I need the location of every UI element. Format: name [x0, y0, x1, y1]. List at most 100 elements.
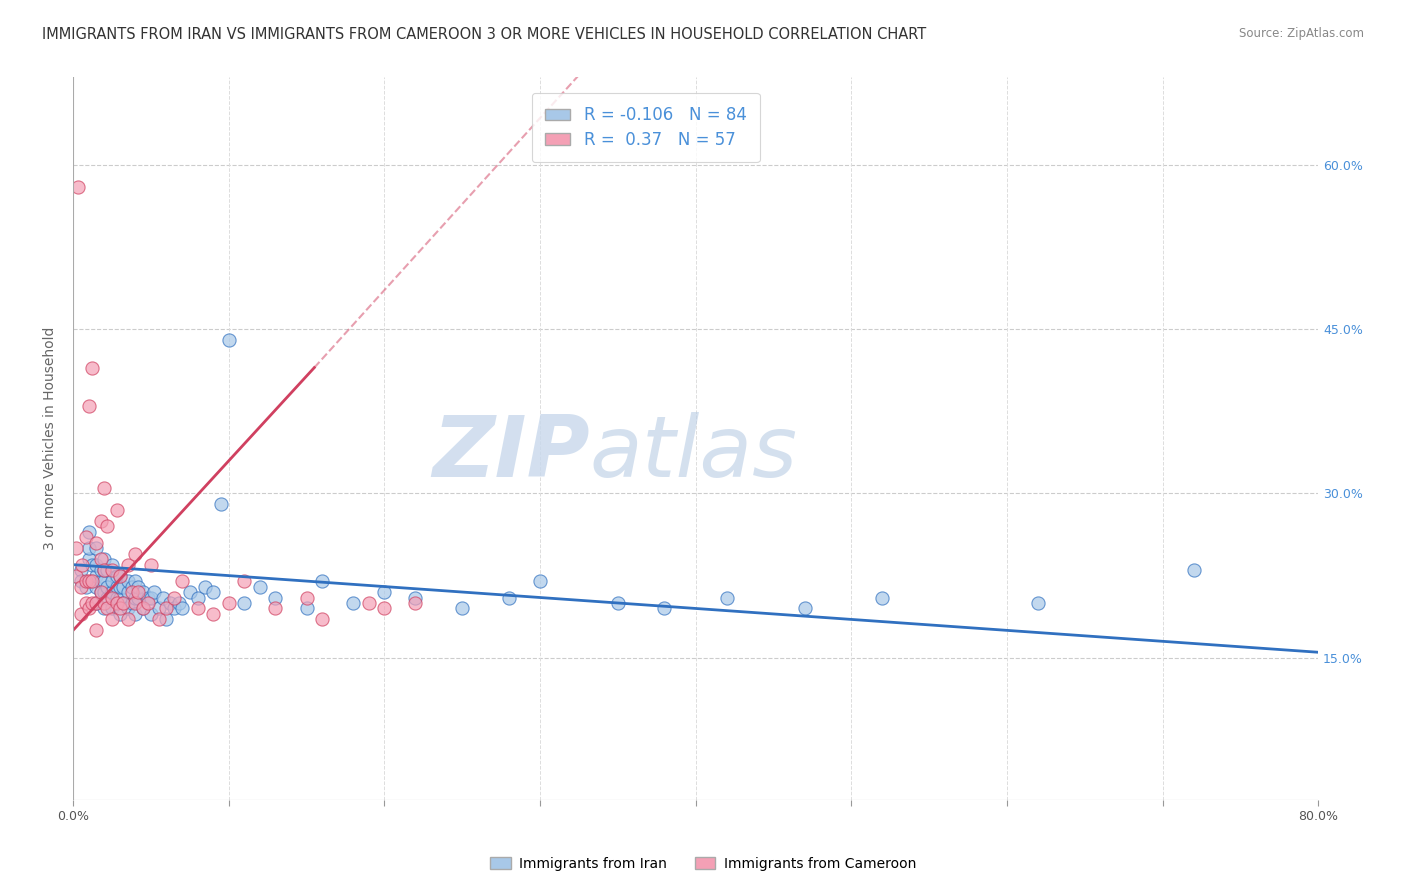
Point: [148, 612, 170, 626]
Point: [65, 568, 87, 582]
Point: [716, 591, 738, 605]
Point: [121, 580, 143, 594]
Point: [295, 591, 318, 605]
Point: [218, 333, 240, 347]
Point: [117, 601, 139, 615]
Point: [117, 574, 139, 588]
Point: [295, 601, 318, 615]
Point: [80, 596, 103, 610]
Point: [105, 596, 128, 610]
Point: [101, 558, 124, 572]
Point: [451, 601, 474, 615]
Point: [311, 574, 333, 588]
Point: [66, 180, 89, 194]
Point: [75, 596, 97, 610]
Point: [163, 591, 186, 605]
Point: [93, 585, 115, 599]
Point: [194, 580, 217, 594]
Point: [152, 591, 174, 605]
Point: [96, 580, 118, 594]
Point: [70, 607, 93, 621]
Point: [75, 530, 97, 544]
Point: [101, 612, 124, 626]
Point: [93, 601, 115, 615]
Point: [117, 558, 139, 572]
Point: [233, 574, 256, 588]
Point: [86, 624, 108, 638]
Point: [90, 585, 112, 599]
Point: [77, 399, 100, 413]
Point: [93, 563, 115, 577]
Point: [124, 574, 146, 588]
Point: [132, 601, 155, 615]
Point: [70, 580, 93, 594]
Point: [373, 601, 395, 615]
Point: [132, 585, 155, 599]
Point: [108, 568, 131, 582]
Point: [105, 591, 128, 605]
Point: [357, 596, 380, 610]
Point: [80, 574, 103, 588]
Point: [96, 519, 118, 533]
Point: [124, 607, 146, 621]
Point: [136, 591, 159, 605]
Point: [108, 568, 131, 582]
Point: [96, 601, 118, 615]
Point: [1182, 563, 1205, 577]
Point: [80, 360, 103, 375]
Point: [90, 563, 112, 577]
Point: [90, 514, 112, 528]
Point: [155, 601, 177, 615]
Point: [96, 591, 118, 605]
Point: [121, 596, 143, 610]
Point: [93, 552, 115, 566]
Point: [132, 601, 155, 615]
Point: [93, 481, 115, 495]
Point: [108, 601, 131, 615]
Point: [108, 580, 131, 594]
Point: [163, 601, 186, 615]
Point: [793, 601, 815, 615]
Point: [654, 601, 676, 615]
Point: [101, 563, 124, 577]
Point: [86, 535, 108, 549]
Point: [187, 591, 209, 605]
Point: [86, 568, 108, 582]
Point: [93, 596, 115, 610]
Point: [121, 585, 143, 599]
Text: Source: ZipAtlas.com: Source: ZipAtlas.com: [1239, 27, 1364, 40]
Point: [127, 585, 149, 599]
Point: [170, 574, 193, 588]
Point: [529, 574, 551, 588]
Point: [70, 574, 93, 588]
Point: [373, 585, 395, 599]
Point: [86, 596, 108, 610]
Point: [159, 596, 181, 610]
Text: atlas: atlas: [589, 412, 797, 495]
Point: [90, 574, 112, 588]
Point: [342, 596, 364, 610]
Point: [101, 585, 124, 599]
Point: [148, 601, 170, 615]
Point: [77, 524, 100, 539]
Point: [209, 498, 232, 512]
Point: [75, 580, 97, 594]
Point: [606, 596, 628, 610]
Point: [405, 596, 427, 610]
Point: [179, 585, 201, 599]
Point: [70, 563, 93, 577]
Text: ZIP: ZIP: [432, 412, 589, 495]
Point: [90, 585, 112, 599]
Point: [108, 591, 131, 605]
Point: [80, 558, 103, 572]
Point: [202, 585, 225, 599]
Point: [111, 596, 134, 610]
Point: [170, 601, 193, 615]
Point: [498, 591, 520, 605]
Point: [101, 601, 124, 615]
Point: [86, 558, 108, 572]
Point: [167, 596, 190, 610]
Point: [1026, 596, 1049, 610]
Point: [86, 580, 108, 594]
Point: [139, 591, 162, 605]
